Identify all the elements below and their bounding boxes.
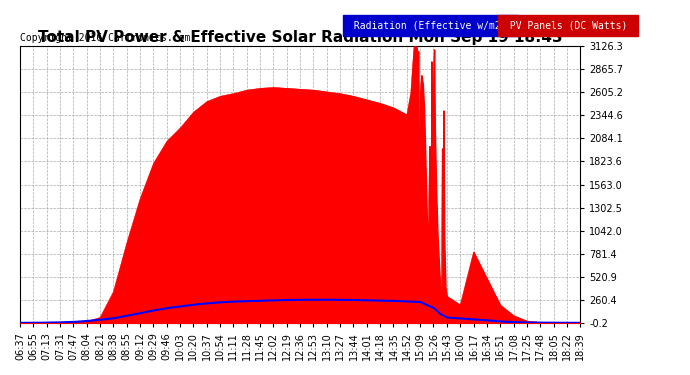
Text: Radiation (Effective w/m2): Radiation (Effective w/m2) — [348, 21, 513, 31]
Text: Copyright 2016 Cartronics.com: Copyright 2016 Cartronics.com — [20, 33, 190, 44]
Title: Total PV Power & Effective Solar Radiation Mon Sep 19 18:43: Total PV Power & Effective Solar Radiati… — [38, 30, 562, 45]
Text: PV Panels (DC Watts): PV Panels (DC Watts) — [504, 21, 633, 31]
